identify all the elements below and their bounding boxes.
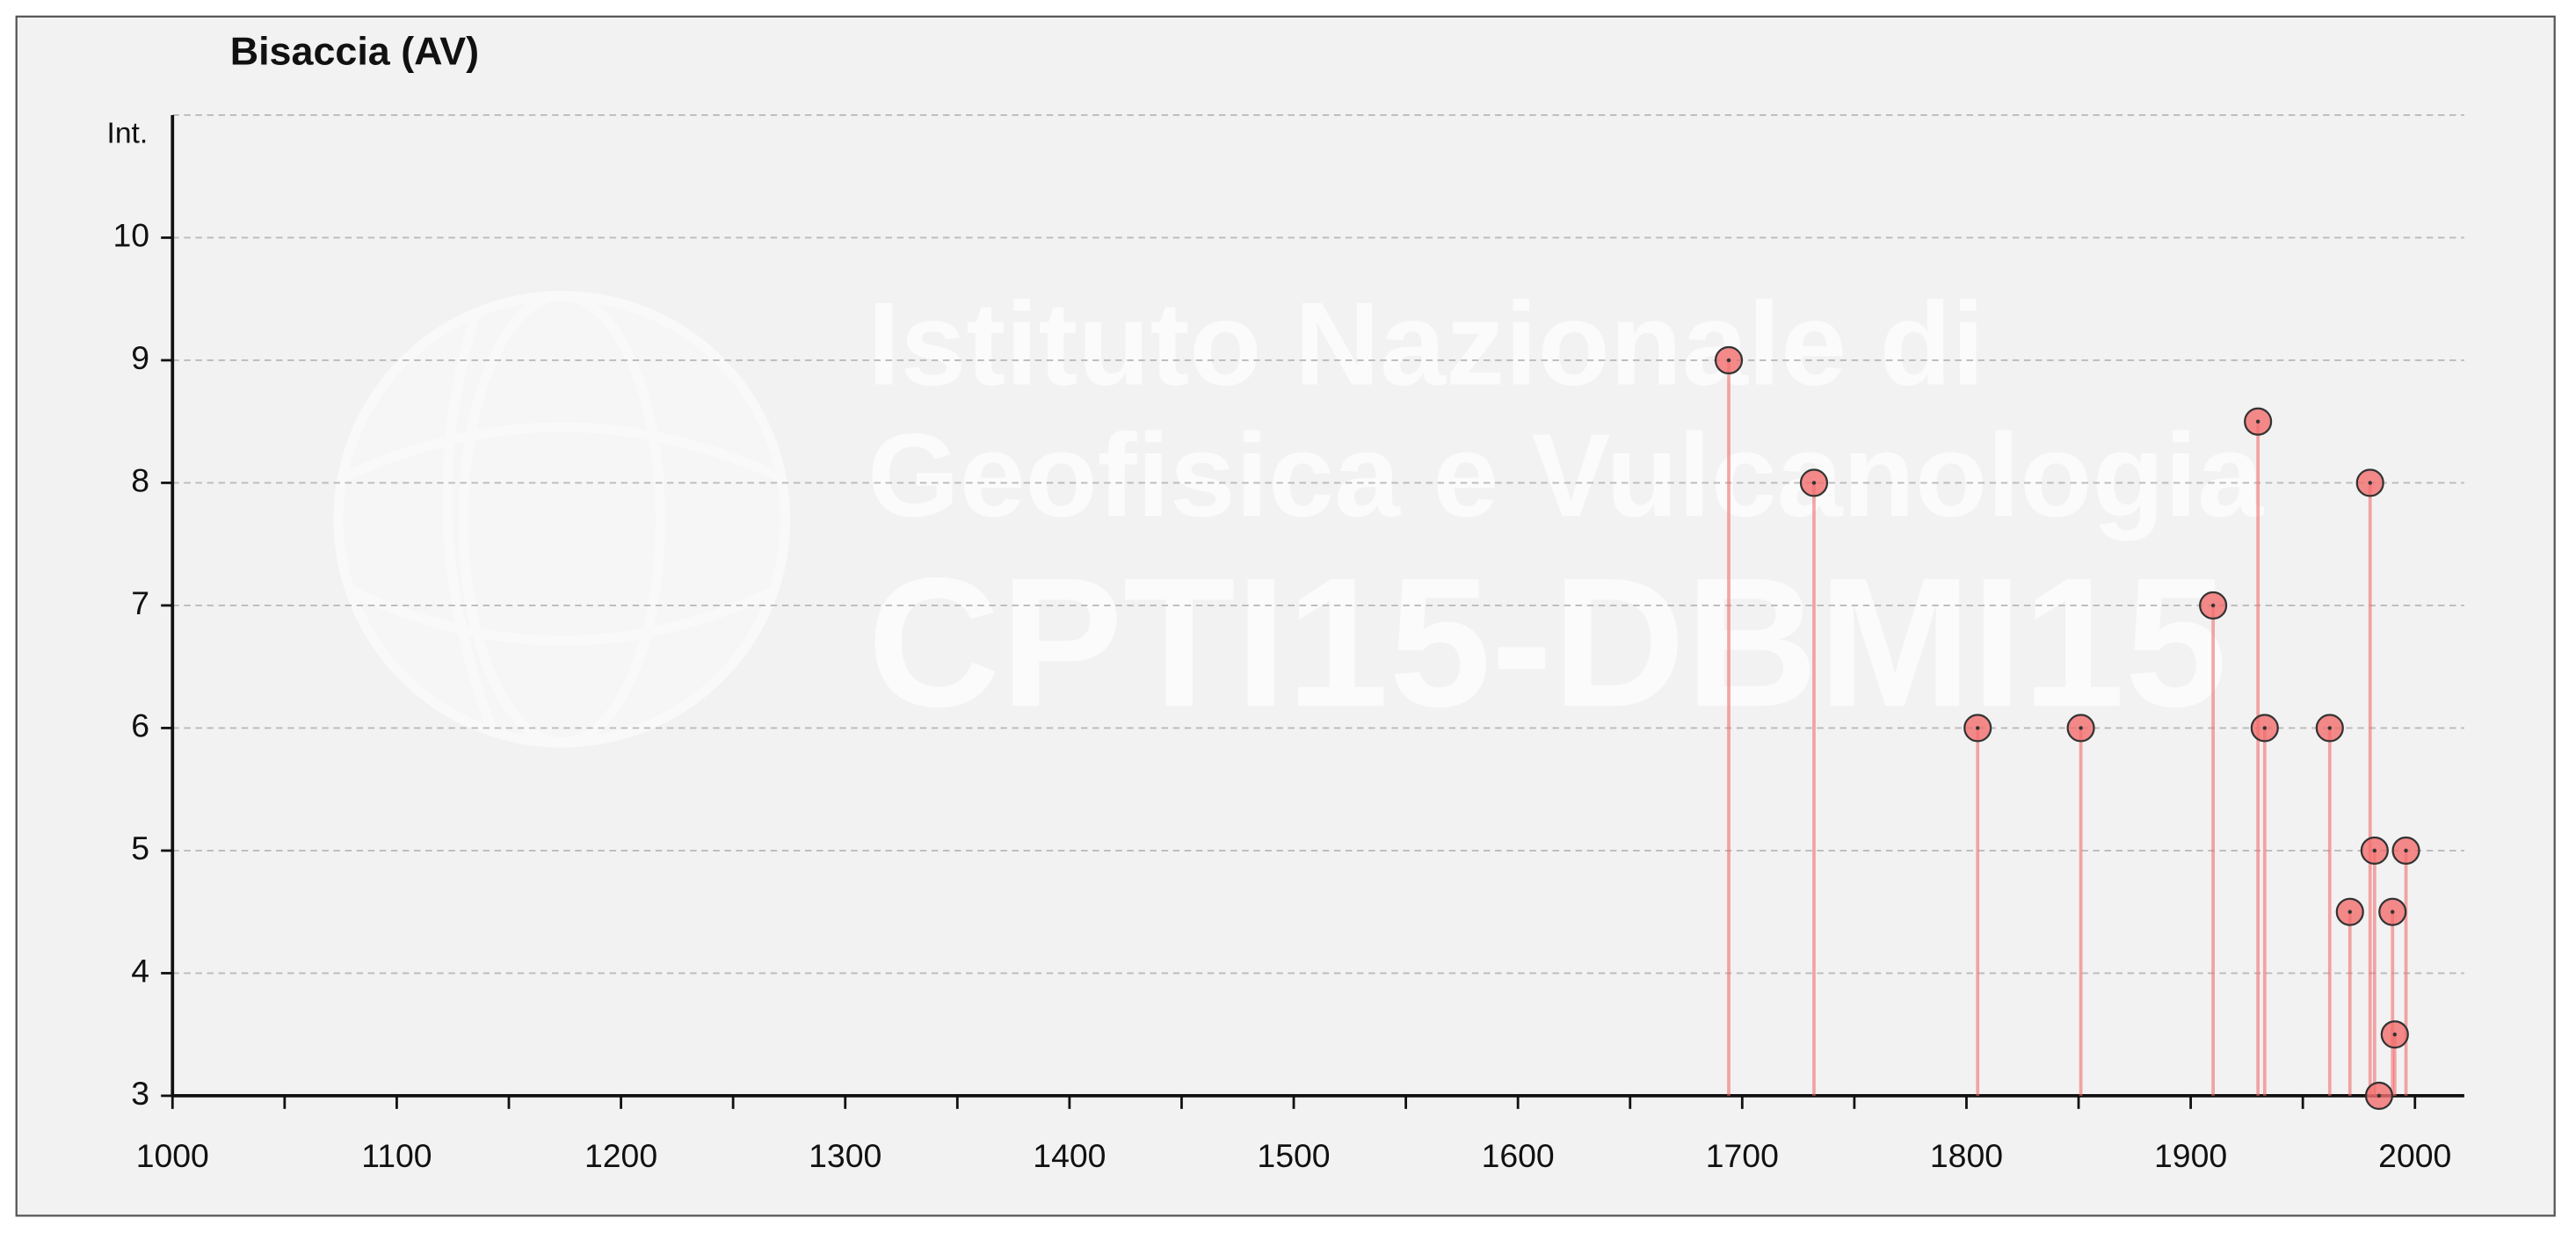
x-tick-label: 1800 [1930, 1137, 2003, 1174]
point-center [2255, 419, 2260, 424]
x-tick-label: 1000 [136, 1137, 209, 1174]
y-tick-label: 5 [131, 830, 149, 866]
x-tick-label: 1600 [1482, 1137, 1555, 1174]
watermark-line: Istituto Nazionale di [867, 278, 1985, 410]
watermark-line: CPTI15-DBMI15 [867, 540, 2227, 745]
point-center [2262, 726, 2268, 730]
x-tick-label: 1700 [1706, 1137, 1779, 1174]
y-tick-label: 9 [131, 339, 149, 376]
point-center [1975, 726, 1980, 730]
x-tick-label: 1500 [1257, 1137, 1330, 1174]
point-center [1726, 358, 1731, 363]
x-tick-label: 1900 [2154, 1137, 2227, 1174]
chart-title: Bisaccia (AV) [230, 29, 479, 74]
y-tick-label: 7 [131, 584, 149, 621]
logo [333, 290, 791, 748]
watermark-line: Geofisica e Vulcanologia [867, 409, 2264, 541]
point-center [2368, 481, 2372, 485]
point-center [2392, 1032, 2398, 1037]
point-center [2376, 1093, 2382, 1098]
x-tick-label: 1300 [809, 1137, 882, 1174]
y-tick-label: 6 [131, 707, 149, 743]
x-tick-label: 2000 [2378, 1137, 2451, 1174]
point-center [1811, 481, 1817, 485]
frame [15, 15, 2556, 1217]
point-center [2390, 910, 2395, 914]
point-center [2079, 726, 2083, 730]
y-tick-label: 4 [131, 952, 149, 989]
x-tick-label: 1400 [1033, 1137, 1106, 1174]
watermark: Istituto Nazionale di Geofisica e Vulcan… [867, 278, 2264, 746]
y-tick-label: 3 [131, 1075, 149, 1112]
x-tick-label: 1200 [584, 1137, 657, 1174]
y-tick-label: 10 [113, 216, 150, 253]
x-tick-label: 1100 [361, 1137, 432, 1174]
point-center [2347, 910, 2353, 914]
point-center [2327, 726, 2333, 730]
point-center [2372, 848, 2377, 853]
point-center [2404, 848, 2408, 853]
y-axis-label: Int. [106, 117, 148, 149]
y-tick-label: 8 [131, 461, 149, 498]
point-center [2210, 603, 2216, 608]
